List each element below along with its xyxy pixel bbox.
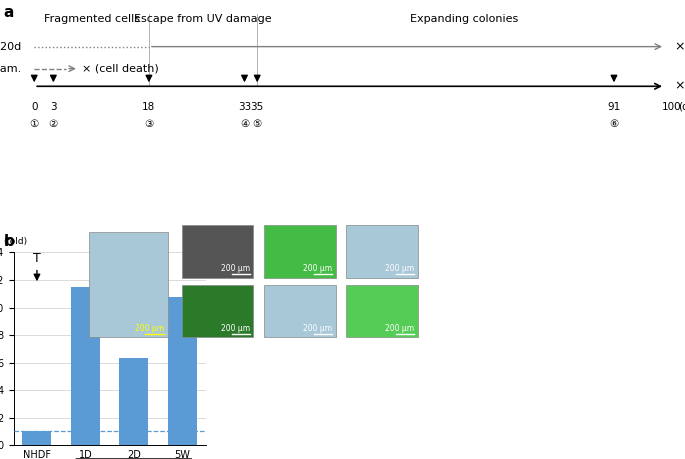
Text: T: T xyxy=(33,252,41,280)
Text: 100: 100 xyxy=(662,102,681,112)
Text: Scram.: Scram. xyxy=(0,64,21,73)
Text: Fragmented cells: Fragmented cells xyxy=(44,14,140,23)
Text: (fold): (fold) xyxy=(3,236,27,246)
Text: ③: ③ xyxy=(145,119,153,129)
Text: 3: 3 xyxy=(50,102,57,112)
Text: ②: ② xyxy=(49,119,58,129)
Text: ⑥: ⑥ xyxy=(610,119,619,129)
Text: ⑤: ⑤ xyxy=(253,119,262,129)
Text: Expanding colonies: Expanding colonies xyxy=(410,14,519,23)
Text: 200 μm: 200 μm xyxy=(303,264,332,273)
Text: × (cell death): × (cell death) xyxy=(82,64,159,73)
Bar xyxy=(168,297,197,445)
Text: 200 μm: 200 μm xyxy=(385,324,414,333)
Text: 520d: 520d xyxy=(0,42,21,51)
Text: (day): (day) xyxy=(677,102,685,112)
Text: a: a xyxy=(3,5,14,20)
Text: 200 μm: 200 μm xyxy=(221,324,250,333)
Bar xyxy=(23,431,51,445)
Text: 33: 33 xyxy=(238,102,251,112)
Text: Escape from UV damage: Escape from UV damage xyxy=(134,14,272,23)
Text: 200 μm: 200 μm xyxy=(303,324,332,333)
Text: 35: 35 xyxy=(251,102,264,112)
Text: b: b xyxy=(3,234,14,249)
Text: ④: ④ xyxy=(240,119,249,129)
Text: 91: 91 xyxy=(608,102,621,112)
Text: ×: × xyxy=(675,40,685,53)
Text: 200 μm: 200 μm xyxy=(385,264,414,273)
Text: 200 μm: 200 μm xyxy=(135,324,164,333)
Text: 0: 0 xyxy=(31,102,38,112)
Text: ×: × xyxy=(675,80,685,93)
Text: ①: ① xyxy=(29,119,39,129)
Bar xyxy=(71,287,100,445)
Bar xyxy=(119,358,149,445)
Text: 18: 18 xyxy=(142,102,155,112)
Text: 200 μm: 200 μm xyxy=(221,264,250,273)
